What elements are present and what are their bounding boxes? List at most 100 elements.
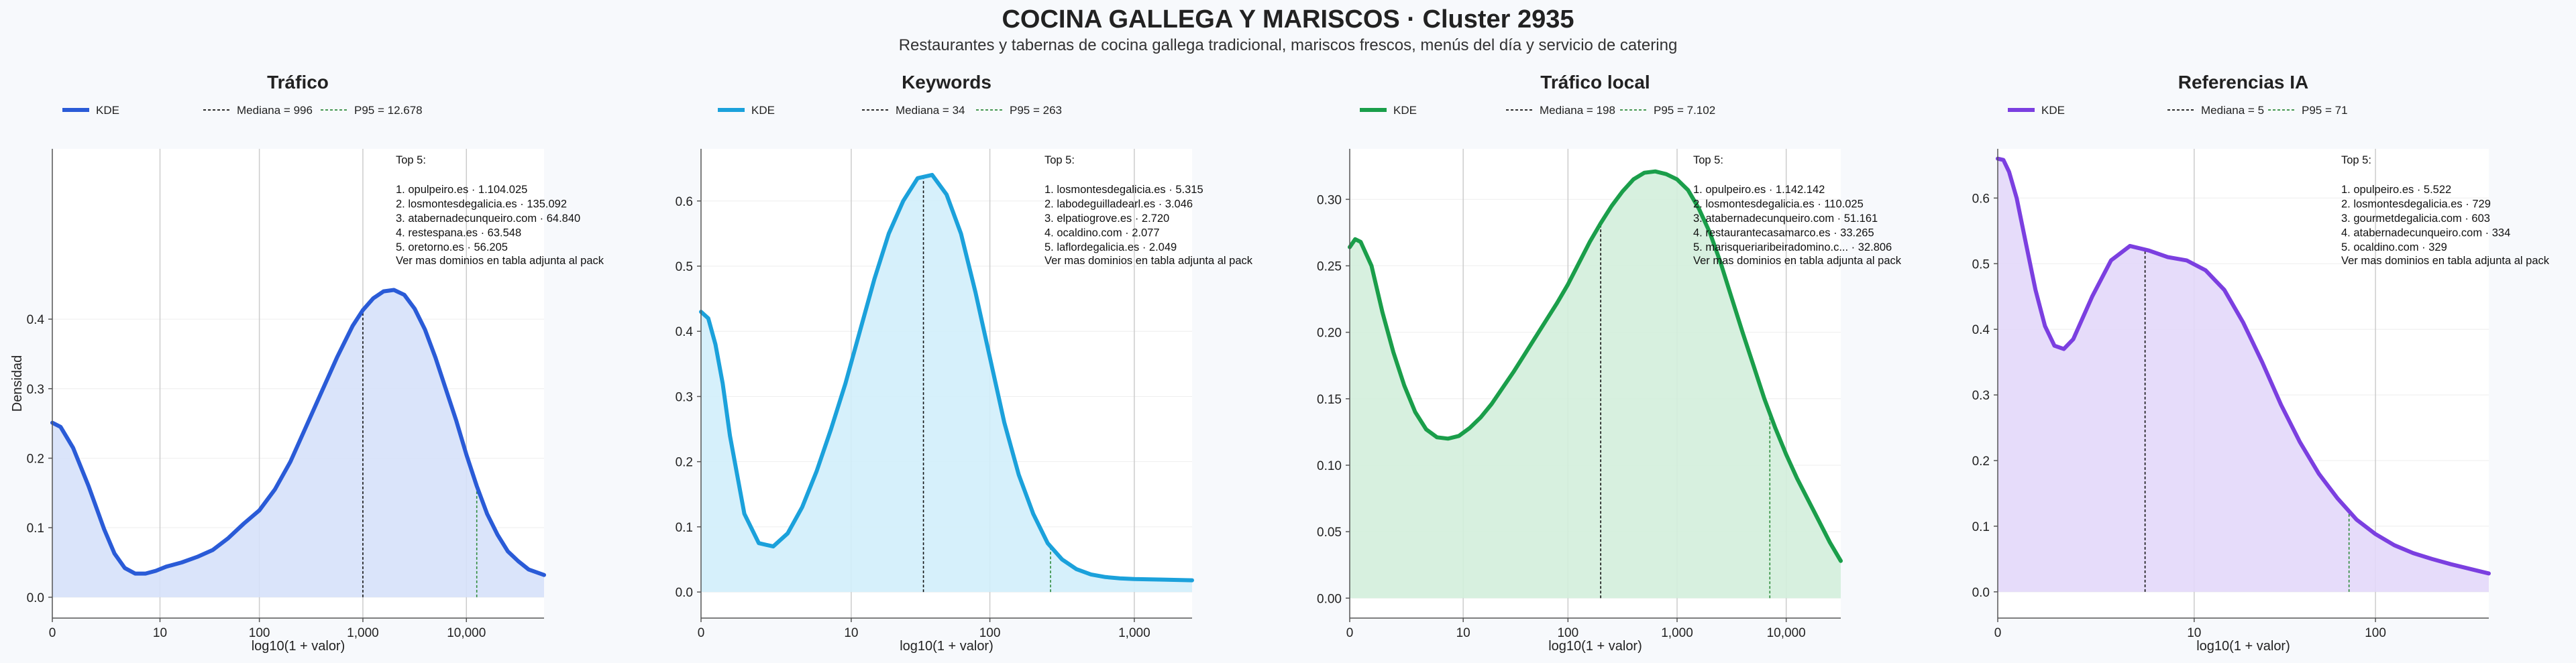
top5-item: 3. atabernadecunqueiro.com · 64.840	[396, 213, 580, 225]
kde-area	[1350, 171, 1841, 599]
x-tick-label: 1,000	[1118, 626, 1150, 640]
top5-item: 2. losmontesdegalicia.es · 729	[2341, 198, 2491, 210]
kde-area	[1998, 158, 2489, 592]
y-tick-label: 0.4	[1972, 323, 1990, 337]
top5-header: Top 5:	[2341, 154, 2371, 166]
top5-item: 2. labodeguilladearl.es · 3.046	[1044, 198, 1193, 210]
y-tick-label: 0.05	[1317, 526, 1342, 540]
legend-p95-label: P95 = 71	[2302, 104, 2348, 117]
y-tick-label: 0.15	[1317, 393, 1342, 407]
legend-p95-label: P95 = 7.102	[1654, 104, 1715, 117]
y-tick-label: 0.3	[27, 383, 44, 397]
top5-item: 1. losmontesdegalicia.es · 5.315	[1044, 184, 1203, 196]
top5-item: 5. marisqueriaribeiradomino.c... · 32.80…	[1693, 241, 1892, 253]
x-tick-label: 10,000	[447, 626, 486, 640]
legend-kde-label: KDE	[751, 104, 775, 117]
panel-title: Referencias IA	[2178, 72, 2309, 93]
top5-item: 2. losmontesdegalicia.es · 110.025	[1693, 198, 1864, 210]
legend-median-label: Mediana = 996	[237, 104, 313, 117]
kde-area	[701, 174, 1192, 593]
kde-line	[1996, 156, 2491, 576]
top5-footer: Ver mas dominios en tabla adjunta al pac…	[1044, 255, 1253, 267]
y-tick-label: 0.5	[676, 260, 693, 274]
top5-header: Top 5:	[396, 154, 426, 166]
x-tick-label: 0	[1346, 626, 1354, 640]
kde-line	[50, 288, 546, 577]
y-tick-label: 0.20	[1317, 326, 1342, 341]
top5-item: 4. atabernadecunqueiro.com · 334	[2341, 227, 2510, 239]
y-tick-label: 0.6	[1972, 192, 1990, 206]
top5-item: 2. losmontesdegalicia.es · 135.092	[396, 198, 567, 210]
top5-item: 5. laflordegalicia.es · 2.049	[1044, 241, 1177, 253]
y-tick-label: 0.5	[1972, 257, 1990, 272]
y-tick-label: 0.0	[1972, 586, 1990, 600]
y-tick-label: 0.00	[1317, 592, 1342, 606]
x-tick-label: 10	[153, 626, 167, 640]
legend-kde-label: KDE	[96, 104, 119, 117]
top5-footer: Ver mas dominios en tabla adjunta al pac…	[1693, 255, 1902, 267]
page-subtitle: Restaurantes y tabernas de cocina galleg…	[898, 36, 1678, 54]
y-tick-label: 0.10	[1317, 459, 1342, 473]
x-axis-label: log10(1 + valor)	[252, 639, 345, 654]
y-tick-label: 0.3	[1972, 389, 1990, 403]
y-axis-label: Densidad	[10, 355, 25, 412]
top5-footer: Ver mas dominios en tabla adjunta al pac…	[396, 255, 604, 267]
y-tick-label: 0.4	[27, 313, 45, 327]
x-tick-label: 100	[1557, 626, 1578, 640]
x-tick-label: 10	[2187, 626, 2201, 640]
legend-kde-label: KDE	[2041, 104, 2065, 117]
legend-median-label: Mediana = 5	[2201, 104, 2264, 117]
top5-header: Top 5:	[1044, 154, 1075, 166]
chart-panel-2: 0 10 100 1,000 0.0 0.1 0.2 0.3 0.4 0.5 0.6 log10(1 …	[676, 72, 1253, 654]
top5-item: 3. gourmetdegalicia.com · 603	[2341, 213, 2490, 225]
legend-median-label: Mediana = 198	[1540, 104, 1615, 117]
y-tick-label: 0.30	[1317, 193, 1342, 207]
top5-item: 1. opulpeiro.es · 1.142.142	[1693, 184, 1825, 196]
x-tick-label: 10,000	[1767, 626, 1806, 640]
top5-item: 3. elpatiogrove.es · 2.720	[1044, 213, 1169, 225]
panel-title: Keywords	[902, 72, 991, 93]
x-tick-label: 100	[249, 626, 270, 640]
legend-p95-label: P95 = 263	[1010, 104, 1062, 117]
top5-header: Top 5:	[1693, 154, 1723, 166]
top5-footer: Ver mas dominios en tabla adjunta al pac…	[2341, 255, 2550, 267]
top5-item: 1. opulpeiro.es · 5.522	[2341, 184, 2451, 196]
top5-item: 1. opulpeiro.es · 1.104.025	[396, 184, 527, 196]
y-tick-label: 0.3	[676, 390, 693, 404]
kde-line	[699, 172, 1194, 583]
legend-kde-label: KDE	[1393, 104, 1417, 117]
y-tick-label: 0.0	[27, 591, 44, 605]
kde-area	[52, 290, 544, 597]
panel-title: Tráfico	[267, 72, 329, 93]
x-axis-label: log10(1 + valor)	[900, 639, 994, 654]
x-tick-label: 100	[979, 626, 1001, 640]
y-tick-label: 0.1	[27, 522, 44, 536]
y-tick-label: 0.25	[1317, 260, 1342, 274]
top5-item: 3. atabernadecunqueiro.com · 51.161	[1693, 213, 1878, 225]
page-title: COCINA GALLEGA Y MARISCOS · Cluster 2935	[1002, 5, 1574, 34]
x-tick-label: 0	[698, 626, 705, 640]
top5-item: 5. oretorno.es · 56.205	[396, 241, 508, 253]
chart-panel-4: 0 10 100 0.0 0.1 0.2 0.3 0.4 0.5 0.6 log10(1 + val…	[1972, 72, 2550, 654]
x-axis-label: log10(1 + valor)	[2196, 639, 2290, 654]
x-tick-label: 10	[844, 626, 858, 640]
y-tick-label: 0.2	[1972, 455, 1990, 469]
top5-item: 4. ocaldino.com · 2.077	[1044, 227, 1160, 239]
panel-title: Tráfico local	[1540, 72, 1650, 93]
x-tick-label: 100	[2365, 626, 2386, 640]
legend-p95-label: P95 = 12.678	[354, 104, 423, 117]
y-tick-label: 0.2	[27, 452, 44, 466]
x-tick-label: 0	[49, 626, 56, 640]
top5-item: 4. restespana.es · 63.548	[396, 227, 521, 239]
x-tick-label: 1,000	[347, 626, 379, 640]
legend-median-label: Mediana = 34	[896, 104, 965, 117]
y-tick-label: 0.0	[676, 586, 693, 600]
x-axis-label: log10(1 + valor)	[1548, 639, 1642, 654]
chart-panel-1: 0 10 100 1,000 10,000 0.0 0.1 0.2 0.3 0.4 log10(1 …	[10, 72, 604, 654]
y-tick-label: 0.2	[676, 456, 693, 470]
y-tick-label: 0.4	[676, 325, 694, 339]
x-tick-label: 10	[1456, 626, 1470, 640]
y-tick-label: 0.1	[1972, 520, 1990, 534]
x-tick-label: 1,000	[1661, 626, 1693, 640]
